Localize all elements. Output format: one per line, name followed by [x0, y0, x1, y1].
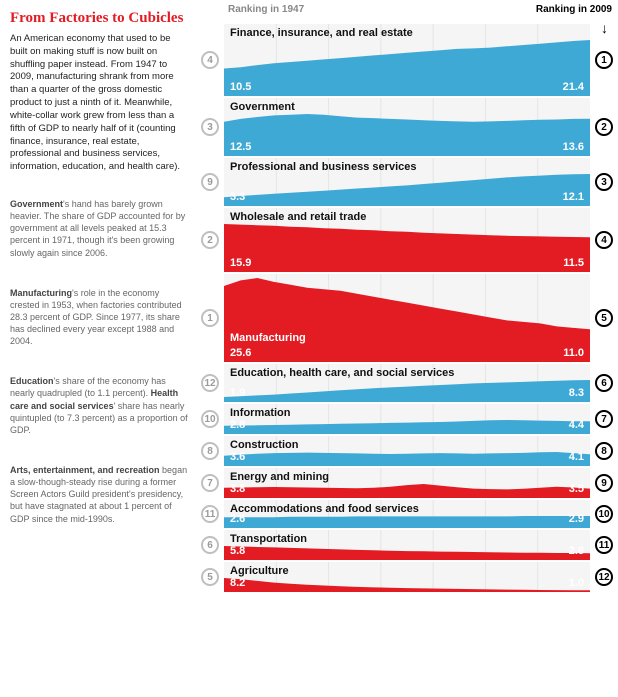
- annotation-note: Manufacturing's role in the economy cres…: [10, 287, 188, 348]
- rank-2009-badge: 4: [590, 208, 618, 272]
- value-2009: 1.0: [569, 577, 584, 589]
- value-2009: 3.5: [569, 483, 584, 495]
- intro-text: An American economy that used to be buil…: [10, 33, 188, 174]
- rank-1947-badge: 3: [196, 98, 224, 156]
- sector-row: 5Agriculture8.21.012: [196, 562, 618, 592]
- rank-2009-badge: 12: [590, 562, 618, 592]
- sector-chart: Wholesale and retail trade15.911.5: [224, 208, 590, 272]
- sector-row: 11Accommodations and food services2.62.9…: [196, 500, 618, 528]
- value-1947: 3.3: [230, 191, 245, 203]
- header-row: Ranking in 1947 Ranking in 2009: [196, 4, 618, 24]
- sector-row: 7Energy and mining3.83.59: [196, 468, 618, 498]
- value-1947: 2.8: [230, 419, 245, 431]
- sector-chart: Education, health care, and social servi…: [224, 364, 590, 402]
- sector-row: 10Information2.84.47: [196, 404, 618, 434]
- rank-2009-badge: 9: [590, 468, 618, 498]
- value-2009: 4.4: [569, 419, 584, 431]
- value-1947: 3.6: [230, 451, 245, 463]
- value-1947: 3.8: [230, 483, 245, 495]
- rank-1947-badge: 4: [196, 24, 224, 96]
- sector-chart: Energy and mining3.83.5: [224, 468, 590, 498]
- value-1947: 5.8: [230, 545, 245, 557]
- value-2009: 4.1: [569, 451, 584, 463]
- sector-chart: Construction3.64.1: [224, 436, 590, 466]
- value-2009: 13.6: [563, 141, 584, 153]
- sector-chart: Information2.84.4: [224, 404, 590, 434]
- sector-row: 12Education, health care, and social ser…: [196, 364, 618, 402]
- value-2009: 8.3: [569, 387, 584, 399]
- value-1947: 15.9: [230, 257, 251, 269]
- value-2009: 21.4: [563, 81, 584, 93]
- annotation-note: Education's share of the economy has nea…: [10, 375, 188, 436]
- sector-chart: Professional and business services3.312.…: [224, 158, 590, 206]
- value-2009: 2.9: [569, 513, 584, 525]
- annotation-note: Arts, entertainment, and recreation bega…: [10, 464, 188, 525]
- rank-2009-badge: 8: [590, 436, 618, 466]
- value-1947: 8.2: [230, 577, 245, 589]
- sector-chart: Manufacturing25.611.0: [224, 274, 590, 362]
- sector-row: 9Professional and business services3.312…: [196, 158, 618, 206]
- left-column: From Factories to Cubicles An American e…: [0, 0, 196, 594]
- rank-2009-badge: 5: [590, 274, 618, 362]
- value-2009: 2.8: [569, 545, 584, 557]
- rank-2009-badge: 6: [590, 364, 618, 402]
- sector-chart: Government12.513.6: [224, 98, 590, 156]
- rank-1947-badge: 8: [196, 436, 224, 466]
- main-title: From Factories to Cubicles: [10, 10, 188, 27]
- sector-chart: Transportation5.82.8: [224, 530, 590, 560]
- sector-chart: Agriculture8.21.0: [224, 562, 590, 592]
- value-1947: 1.9: [230, 387, 245, 399]
- sector-row: 1Manufacturing25.611.05: [196, 274, 618, 362]
- rank-1947-badge: 11: [196, 500, 224, 528]
- sector-row: 3Government12.513.62: [196, 98, 618, 156]
- sector-row: 2Wholesale and retail trade15.911.54: [196, 208, 618, 272]
- value-1947: 2.6: [230, 513, 245, 525]
- rank-1947-badge: 5: [196, 562, 224, 592]
- sector-row: 6Transportation5.82.811: [196, 530, 618, 560]
- chart-column: Ranking in 1947 Ranking in 2009 ↓ 4Finan…: [196, 0, 618, 594]
- rank-1947-badge: 10: [196, 404, 224, 434]
- arrow-down-icon: ↓: [601, 20, 608, 36]
- value-2009: 12.1: [563, 191, 584, 203]
- value-1947: 25.6: [230, 347, 251, 359]
- value-2009: 11.0: [563, 347, 584, 359]
- rank-1947-label: Ranking in 1947: [226, 4, 518, 24]
- sector-chart: Accommodations and food services2.62.9: [224, 500, 590, 528]
- value-2009: 11.5: [563, 257, 584, 269]
- rank-1947-badge: 7: [196, 468, 224, 498]
- rank-2009-badge: 11: [590, 530, 618, 560]
- rank-1947-badge: 1: [196, 274, 224, 362]
- sectors-container: 4Finance, insurance, and real estate10.5…: [196, 24, 618, 592]
- rank-1947-badge: 6: [196, 530, 224, 560]
- annotation-note: Government's hand has barely grown heavi…: [10, 198, 188, 259]
- infographic-root: From Factories to Cubicles An American e…: [0, 0, 618, 594]
- value-1947: 12.5: [230, 141, 251, 153]
- rank-2009-badge: 10: [590, 500, 618, 528]
- rank-2009-badge: 7: [590, 404, 618, 434]
- value-1947: 10.5: [230, 81, 251, 93]
- rank-1947-badge: 9: [196, 158, 224, 206]
- rank-1947-badge: 12: [196, 364, 224, 402]
- sector-row: 8Construction3.64.18: [196, 436, 618, 466]
- rank-1947-header: [196, 4, 226, 24]
- rank-2009-badge: 2: [590, 98, 618, 156]
- notes-container: Government's hand has barely grown heavi…: [10, 198, 188, 525]
- sector-row: 4Finance, insurance, and real estate10.5…: [196, 24, 618, 96]
- rank-1947-badge: 2: [196, 208, 224, 272]
- sector-chart: Finance, insurance, and real estate10.52…: [224, 24, 590, 96]
- rank-2009-badge: 3: [590, 158, 618, 206]
